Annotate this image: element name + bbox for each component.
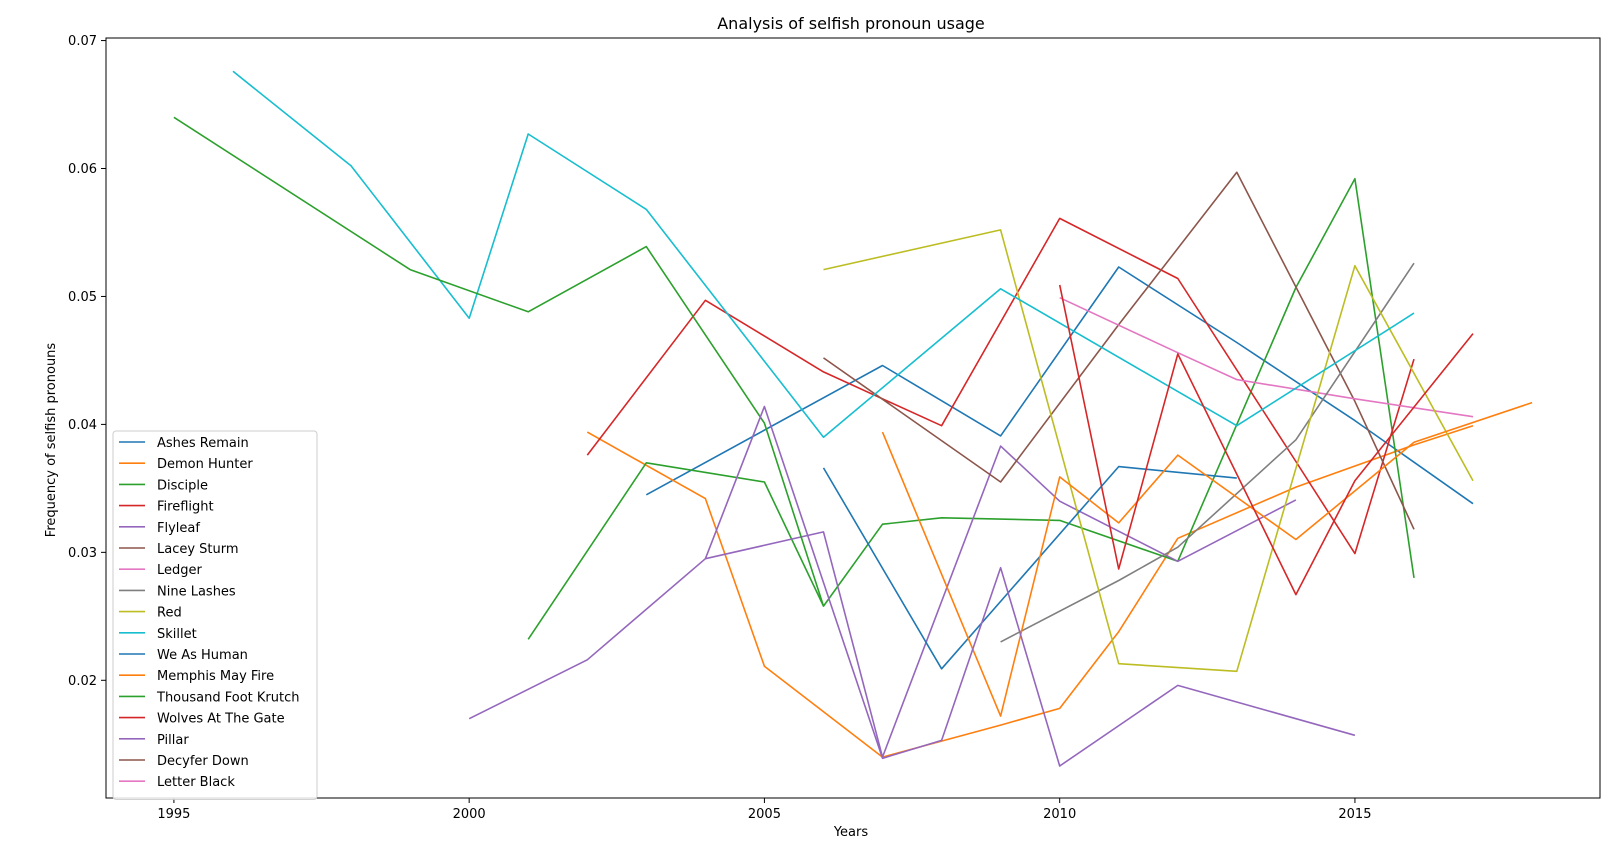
series-line-wolves-at-the-gate <box>1060 285 1473 595</box>
legend: Ashes Remain Demon Hunter Disciple Fireflig… <box>113 431 317 799</box>
legend-label-we-as-human: We As Human <box>157 648 248 663</box>
legend-label-red: Red <box>157 606 182 621</box>
series-layer <box>174 71 1532 766</box>
legend-label-ledger: Ledger <box>157 563 203 578</box>
series-line-skillet <box>233 71 1414 437</box>
series-line-nine-lashes <box>1001 263 1414 642</box>
legend-label-thousand-foot-krutch: Thousand Foot Krutch <box>156 690 299 705</box>
x-tick-label: 2000 <box>453 807 486 822</box>
legend-label-letter-black: Letter Black <box>157 775 235 790</box>
y-tick-label: 0.05 <box>68 290 97 305</box>
x-tick-label: 2015 <box>1338 807 1371 822</box>
y-tick-label: 0.04 <box>68 418 97 433</box>
legend-label-lacey-sturm: Lacey Sturm <box>157 542 239 557</box>
legend-label-flyleaf: Flyleaf <box>157 521 200 536</box>
y-tick-label: 0.07 <box>68 34 97 49</box>
series-line-red <box>824 230 1474 671</box>
legend-label-ashes-remain: Ashes Remain <box>157 436 249 451</box>
legend-label-disciple: Disciple <box>157 478 208 493</box>
legend-label-demon-hunter: Demon Hunter <box>157 457 253 472</box>
y-axis-label: Frequency of selfish pronouns <box>44 343 59 538</box>
legend-label-nine-lashes: Nine Lashes <box>157 584 236 599</box>
x-tick-label: 2005 <box>748 807 781 822</box>
y-tick-label: 0.06 <box>68 162 97 177</box>
y-tick-label: 0.03 <box>68 546 97 561</box>
x-tick-label: 1995 <box>157 807 190 822</box>
x-tick-label: 2010 <box>1043 807 1076 822</box>
legend-box <box>113 431 317 799</box>
legend-label-memphis-may-fire: Memphis May Fire <box>157 669 274 684</box>
legend-label-decyfer-down: Decyfer Down <box>157 754 249 769</box>
legend-label-skillet: Skillet <box>157 627 197 642</box>
series-line-disciple <box>528 179 1414 640</box>
series-line-we-as-human <box>824 467 1237 669</box>
x-axis-label: Years <box>833 825 869 840</box>
chart-title: Analysis of selfish pronoun usage <box>717 14 985 33</box>
legend-label-fireflight: Fireflight <box>157 500 214 515</box>
legend-label-wolves-at-the-gate: Wolves At The Gate <box>157 712 285 727</box>
y-tick-label: 0.02 <box>68 674 97 689</box>
legend-label-pillar: Pillar <box>157 733 189 748</box>
plot-frame <box>106 38 1600 798</box>
